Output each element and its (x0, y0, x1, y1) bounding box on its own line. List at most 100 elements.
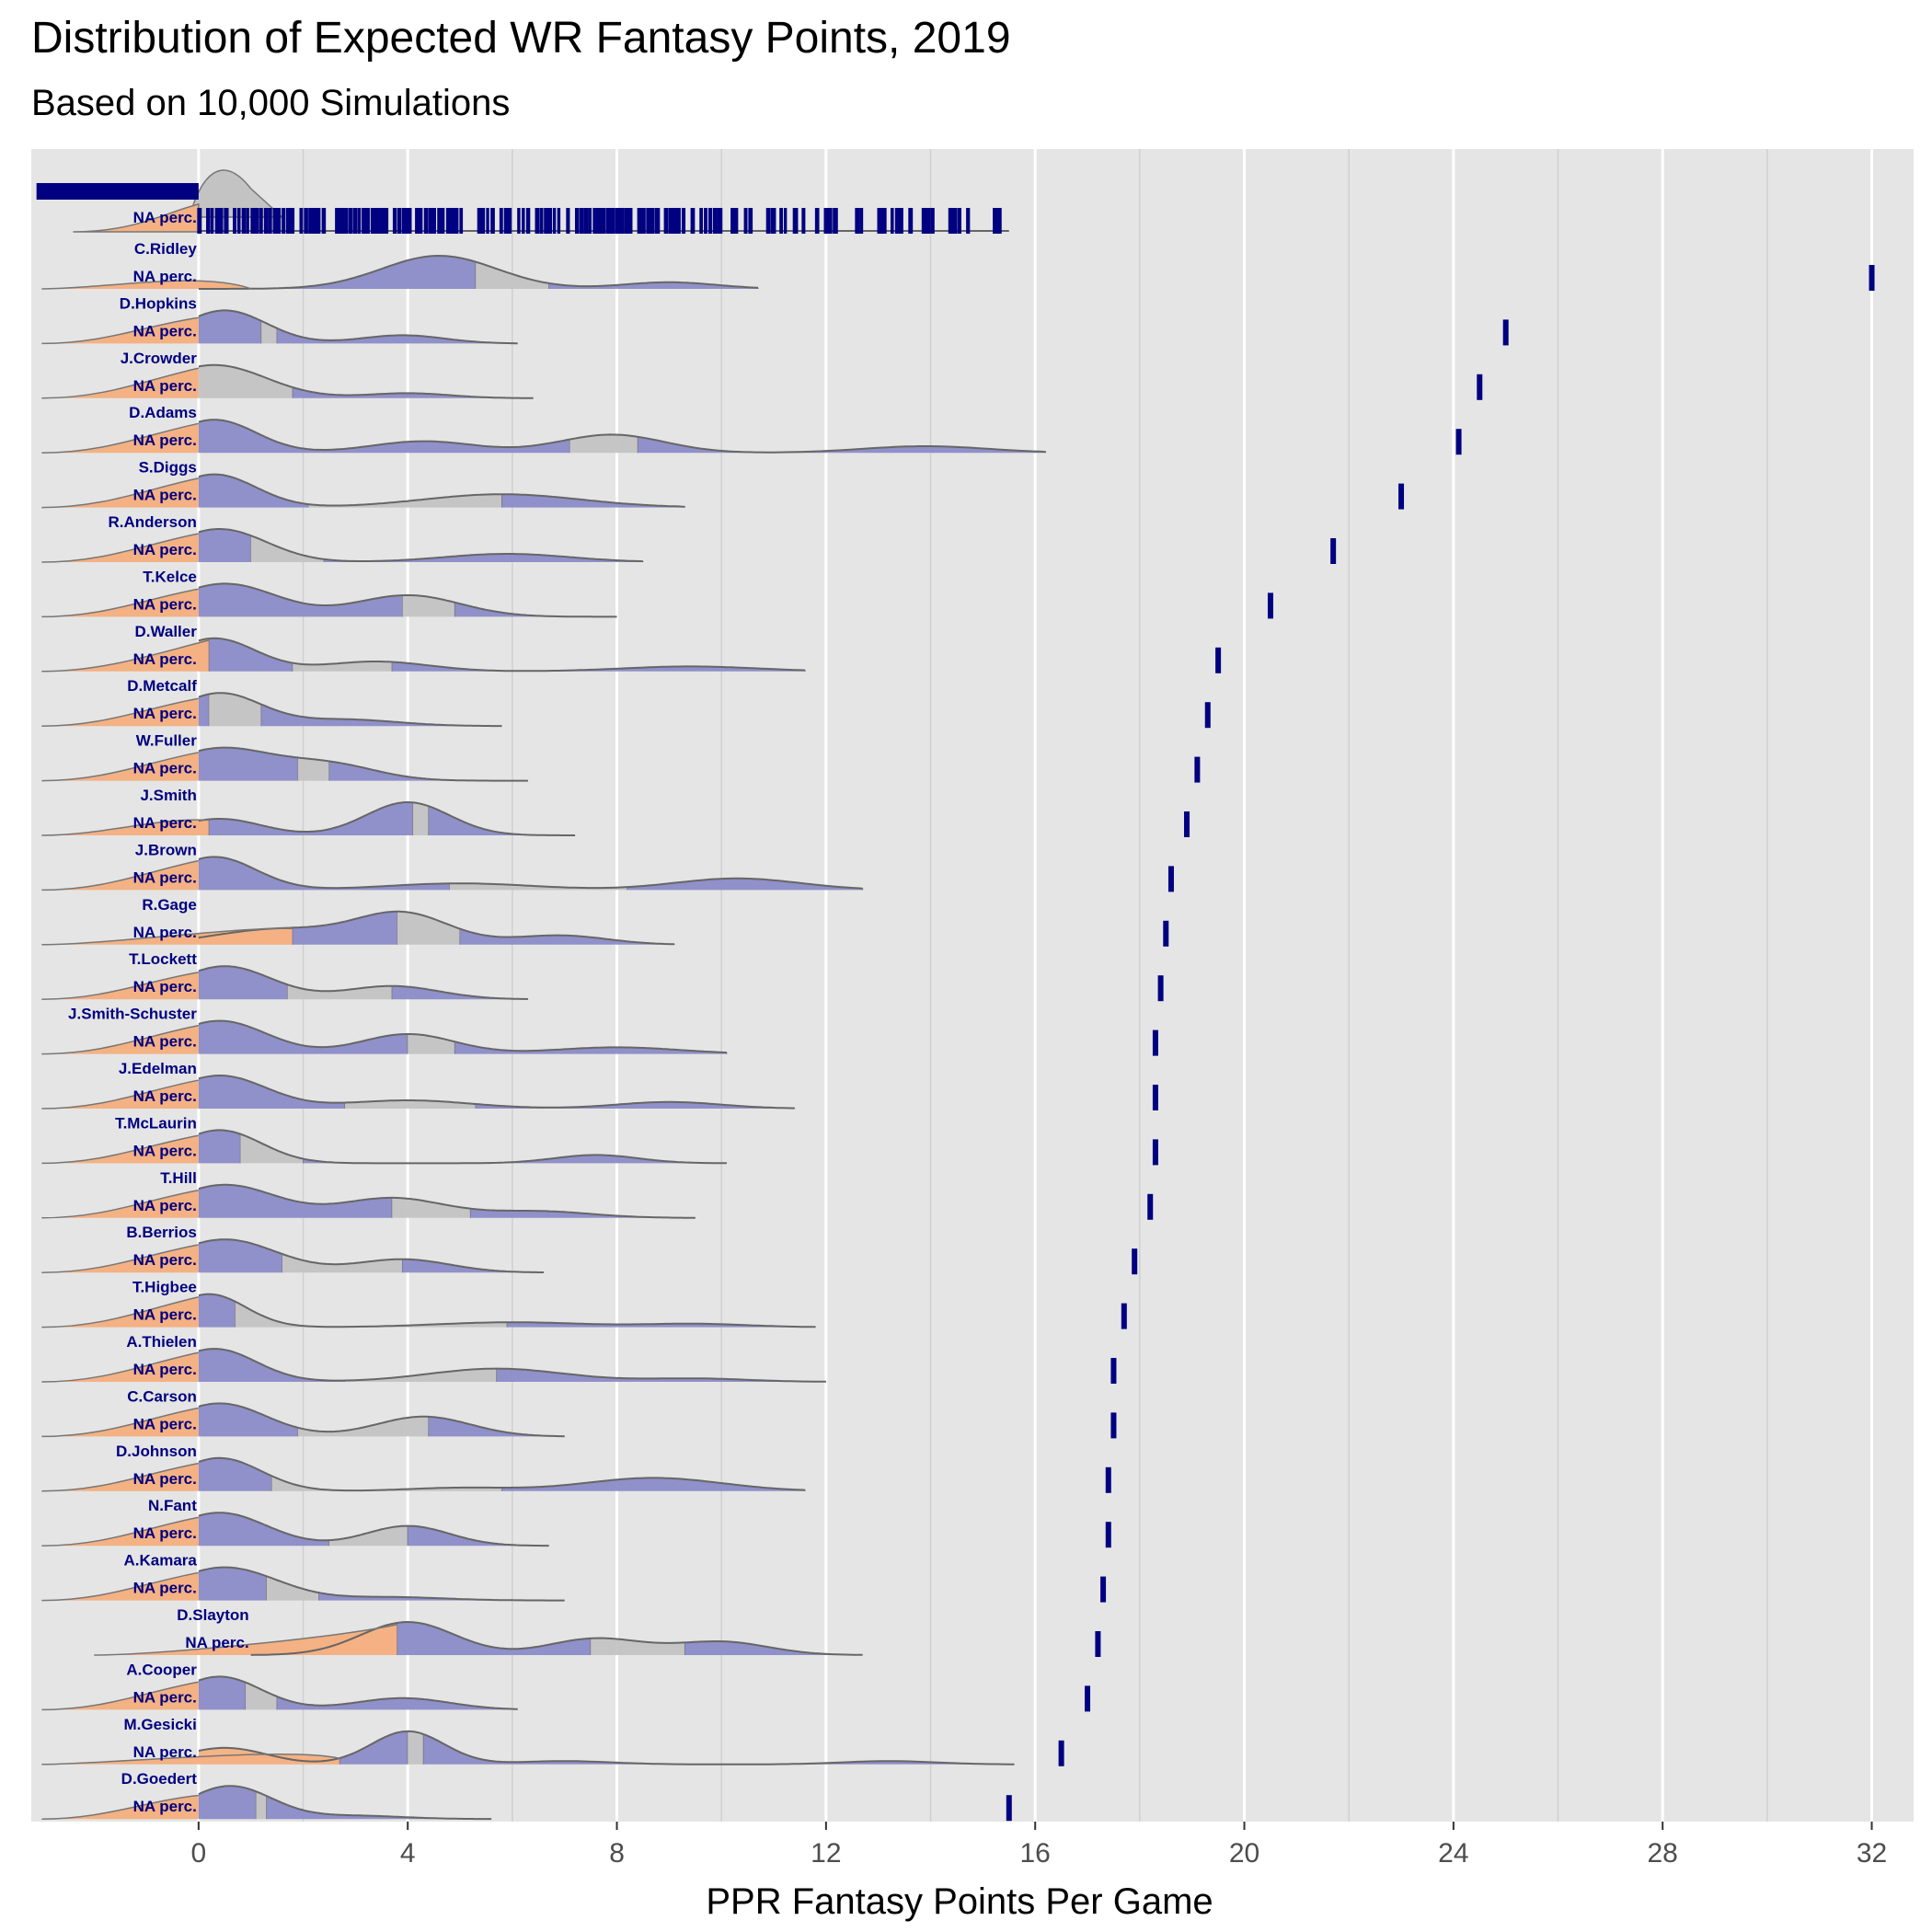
lower-quantile-area (198, 1512, 329, 1547)
player-name-label: T.Lockett (129, 950, 197, 968)
mean-marker (1502, 319, 1509, 346)
tail-outline (41, 316, 199, 345)
upper-quantile-area (638, 436, 1046, 454)
rug-mark (833, 208, 838, 234)
mean-marker (1184, 811, 1190, 837)
low-tail-area (94, 1624, 397, 1655)
rug-mark (277, 208, 282, 234)
rug-mark (552, 208, 557, 234)
player-name-label: D.Waller (134, 623, 197, 640)
rug-mark (282, 208, 286, 234)
low-tail-area (41, 477, 199, 508)
rug-mark (624, 208, 629, 234)
low-tail-area (41, 1135, 199, 1164)
rug-mark (321, 208, 327, 234)
mean-marker (1095, 1631, 1101, 1657)
density-outline (198, 528, 643, 563)
player-name-label: B.Berrios (126, 1224, 197, 1241)
rug-mark (601, 208, 606, 234)
mean-marker (1006, 1795, 1012, 1822)
lower-quantile-area (209, 638, 293, 672)
mean-marker (1105, 1466, 1111, 1493)
low-tail-area (41, 1296, 199, 1328)
mean-marker (1194, 756, 1201, 783)
mean-marker (1085, 1685, 1091, 1712)
percentile-label: NA perc. (133, 924, 197, 941)
low-tail-area (41, 639, 210, 672)
chart-title: Distribution of Expected WR Fantasy Poin… (31, 14, 1011, 63)
density-outline (198, 419, 1046, 454)
rug-mark (855, 208, 860, 234)
rug-mark (930, 208, 935, 234)
rug-mark (890, 208, 894, 234)
mean-marker (1110, 1358, 1117, 1384)
upper-quantile-area (454, 602, 617, 617)
player-name-label: A.Kamara (123, 1552, 197, 1570)
x-tick-label: 20 (1229, 1838, 1259, 1869)
percentile-label: NA perc. (133, 1361, 197, 1378)
middle-quantile-area (328, 1525, 408, 1547)
rug-mark (481, 208, 486, 234)
middle-quantile-area (297, 1416, 429, 1437)
ridge-row: W.Fuller NA perc. (41, 732, 529, 782)
rug-mark (428, 208, 433, 234)
lower-quantile-area (198, 1294, 236, 1328)
rug-mark (477, 208, 483, 234)
ridge-row: J.Crowder NA perc. (41, 350, 535, 399)
percentile-label: NA perc. (133, 268, 197, 285)
rug-mark (285, 208, 292, 234)
rug-mark (566, 208, 570, 234)
tail-outline (41, 639, 210, 673)
mean-marker (1398, 483, 1405, 510)
ridge-row: R.Anderson NA perc. (41, 513, 644, 563)
player-name-label: R.Gage (142, 896, 197, 914)
rug-mark (370, 208, 376, 234)
ridge-row: D.Slayton NA perc. (94, 1606, 864, 1656)
percentile-label: NA perc. (133, 431, 197, 449)
low-tail-area (41, 1795, 199, 1820)
mean-marker (1477, 374, 1483, 400)
lower-quantile-area (198, 1567, 267, 1601)
rug-mark (627, 208, 633, 234)
rug-mark (379, 208, 385, 234)
overflow-percentile-label: NA perc. (133, 209, 197, 226)
player-name-label: D.Metcalf (127, 677, 197, 695)
rug-mark (681, 208, 686, 234)
mean-marker (1204, 702, 1211, 729)
rug-mark (650, 208, 655, 234)
mean-marker (1215, 647, 1222, 673)
rug-mark (574, 208, 580, 234)
lower-quantile-area (198, 1403, 298, 1437)
rug-mark (268, 208, 272, 234)
upper-quantile-area (548, 282, 758, 289)
rug-mark (908, 208, 914, 234)
density-outline (198, 1402, 565, 1438)
rug-mark (948, 208, 954, 234)
low-tail-area (41, 1463, 199, 1491)
rug-mark (246, 208, 249, 234)
plot-panel (31, 149, 1914, 1822)
rug-mark (712, 208, 718, 234)
low-tail-area (41, 698, 199, 727)
percentile-label: NA perc. (133, 814, 197, 832)
percentile-label: NA perc. (133, 487, 197, 504)
rug-mark (881, 208, 887, 234)
player-name-label: D.Johnson (116, 1443, 197, 1460)
rug-mark (814, 208, 820, 234)
tail-outline (41, 1571, 200, 1602)
rug-mark (677, 208, 681, 234)
rug-mark (197, 208, 202, 234)
mean-marker (1105, 1522, 1111, 1548)
tail-outline (41, 1351, 200, 1383)
middle-quantile-area (392, 1197, 471, 1218)
rug-mark (365, 208, 370, 234)
percentile-label: NA perc. (133, 650, 197, 668)
mean-marker (1121, 1303, 1127, 1329)
rug-mark (374, 208, 381, 234)
low-tail-area (41, 1517, 199, 1547)
ridge-row: T.McLaurin NA perc. (41, 1114, 728, 1165)
tail-outline (41, 859, 200, 891)
lower-quantile-area (198, 1786, 257, 1820)
tail-outline (41, 972, 199, 1000)
low-tail-area (41, 1190, 199, 1218)
